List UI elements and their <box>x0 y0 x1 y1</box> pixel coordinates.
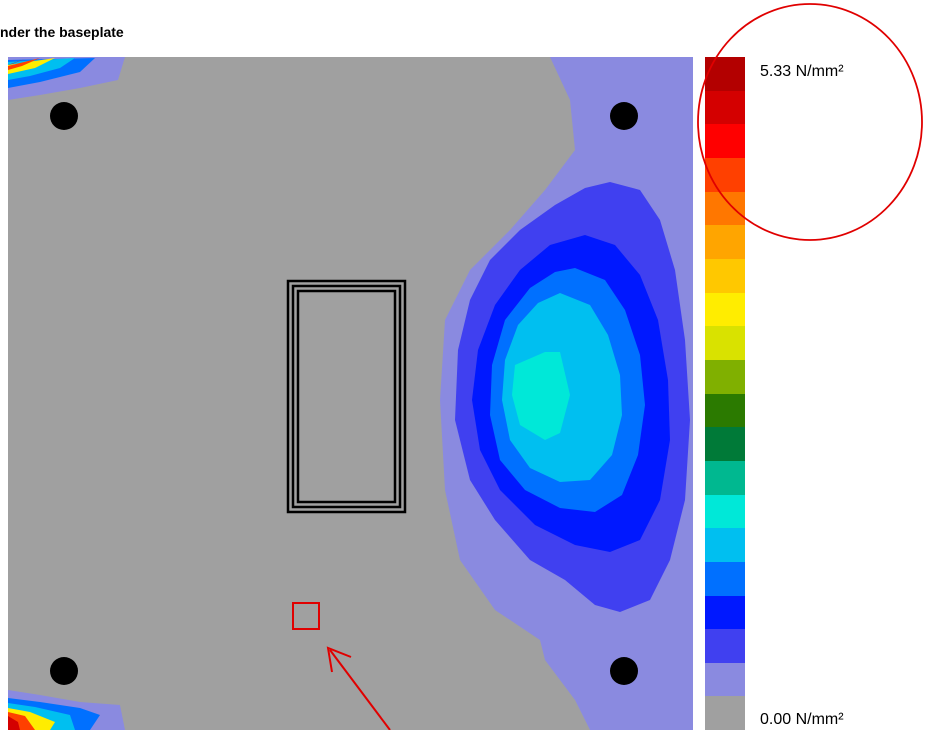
legend-band-2 <box>705 124 745 158</box>
legend-band-10 <box>705 393 745 428</box>
legend-band-17 <box>705 629 745 663</box>
legend-band-11 <box>705 427 745 461</box>
legend-band-13 <box>705 494 745 529</box>
bolt-hole-bottom-right <box>610 657 638 685</box>
legend-band-8 <box>705 326 745 360</box>
plot-title: nder the baseplate <box>0 24 124 40</box>
legend-band-0 <box>705 57 745 91</box>
legend-band-18 <box>705 662 745 697</box>
color-scale-legend <box>705 57 745 730</box>
corner-contour-top-left-4 <box>8 58 55 74</box>
legend-band-4 <box>705 191 745 226</box>
corner-contour-top-left-5 <box>8 58 40 70</box>
legend-min-label: 0.00 N/mm² <box>760 711 844 728</box>
legend-band-5 <box>705 225 745 259</box>
legend-band-12 <box>705 460 745 495</box>
legend-band-14 <box>705 528 745 562</box>
legend-band-19 <box>705 696 745 730</box>
bolt-hole-top-left <box>50 102 78 130</box>
legend-band-16 <box>705 595 745 630</box>
legend-band-15 <box>705 561 745 596</box>
bolt-hole-bottom-left <box>50 657 78 685</box>
column-profile-outline <box>286 279 407 514</box>
legend-max-label: 5.33 N/mm² <box>760 63 844 80</box>
legend-band-6 <box>705 258 745 293</box>
corner-contour-top-left-6 <box>8 59 25 65</box>
legend-band-1 <box>705 90 745 125</box>
corner-contour-bottom-left-6 <box>8 716 20 730</box>
contour-level-6 <box>512 352 570 440</box>
bolt-hole-top-right <box>610 102 638 130</box>
legend-band-9 <box>705 359 745 394</box>
legend-band-3 <box>705 157 745 192</box>
legend-band-7 <box>705 292 745 327</box>
